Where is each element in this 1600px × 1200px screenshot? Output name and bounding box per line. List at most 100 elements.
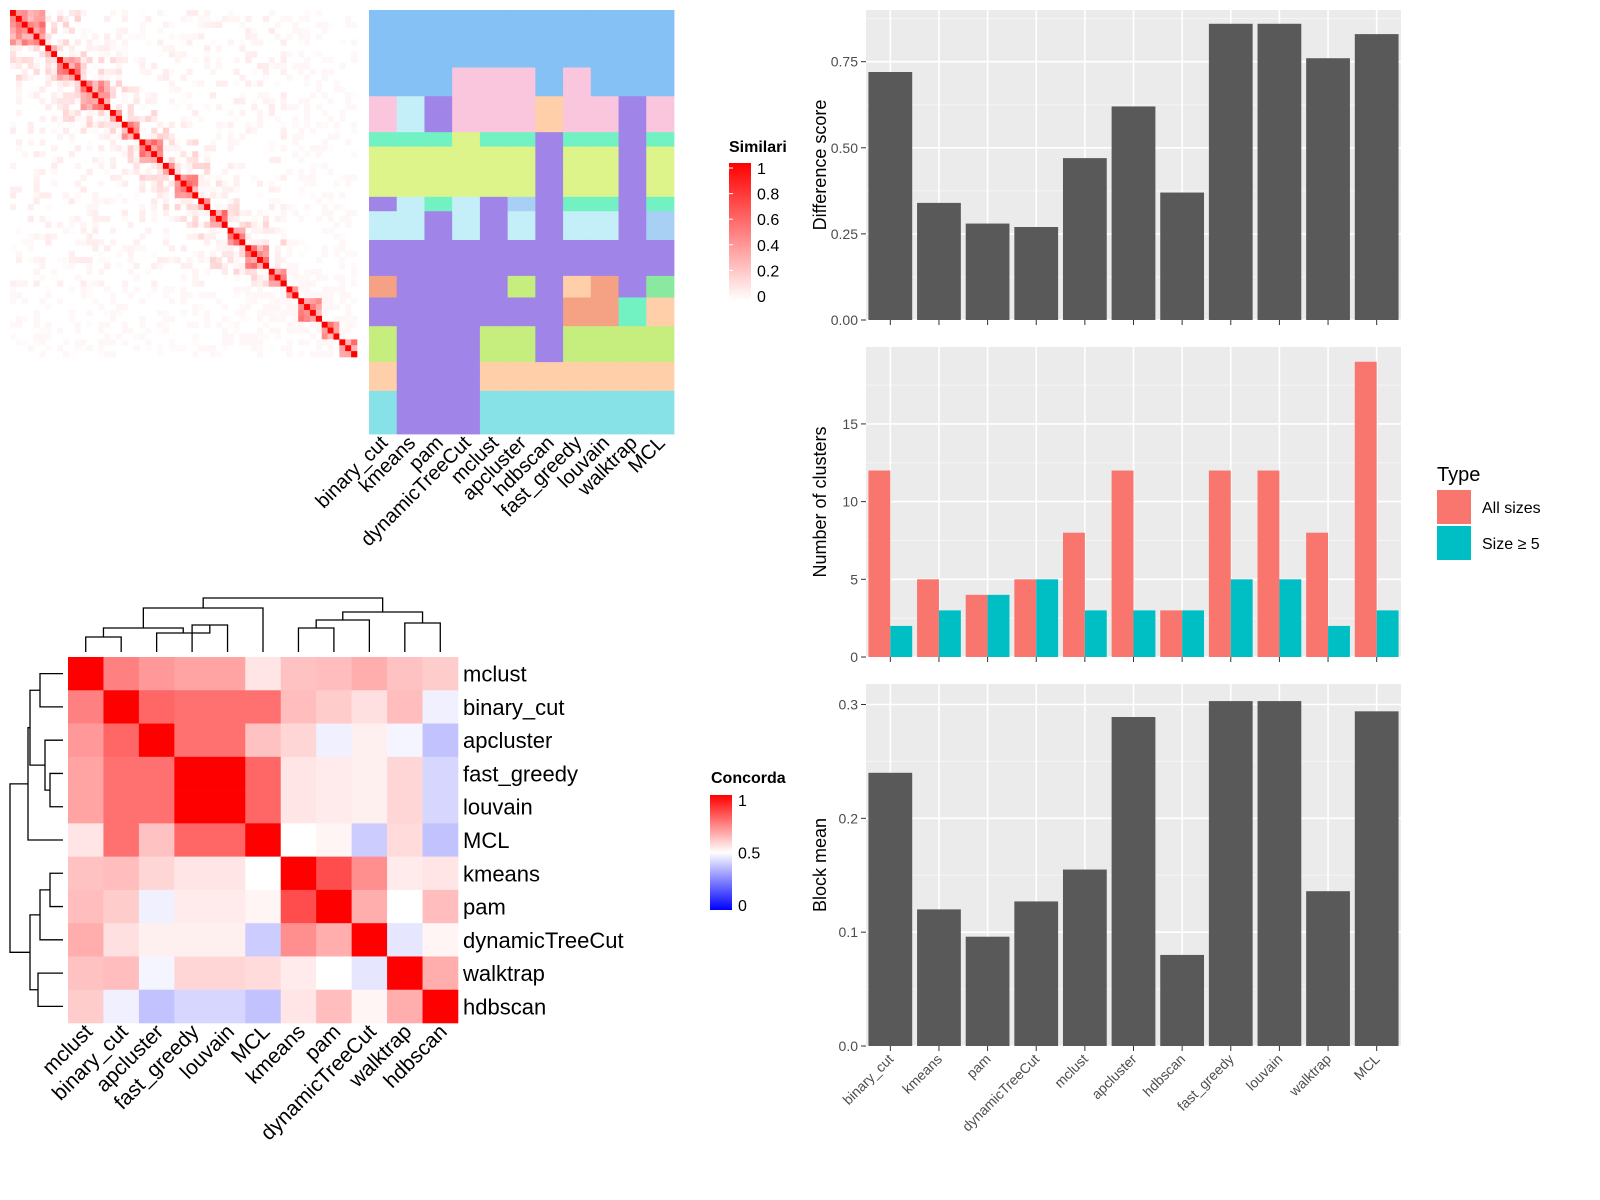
cluster-assignment-cell	[535, 362, 564, 370]
bar	[965, 223, 1010, 320]
similarity-cell	[86, 268, 93, 275]
similarity-cell	[192, 10, 199, 17]
similarity-cell	[339, 262, 346, 270]
cluster-assignment-cell	[369, 347, 398, 356]
cluster-assignment-cell	[396, 103, 425, 112]
similarity-cell	[251, 339, 258, 346]
cluster-assignment-cell	[396, 168, 425, 176]
similarity-cell	[133, 168, 140, 175]
similarity-cell	[274, 115, 281, 123]
similarity-cell	[27, 139, 34, 146]
cluster-assignment-cell	[369, 290, 398, 298]
similarity-cell	[27, 21, 34, 28]
similarity-cell	[333, 221, 340, 228]
cluster-assignment-cell	[590, 304, 619, 313]
similarity-cell	[121, 151, 128, 158]
cluster-assignment-cell	[507, 96, 536, 104]
similarity-cell	[280, 51, 287, 58]
cluster-assignment-cell	[563, 211, 592, 219]
similarity-cell	[45, 292, 52, 299]
similarity-cell	[239, 262, 246, 270]
similarity-cell	[39, 51, 46, 58]
concordance-heatmap-panel: mclustbinary_cutapclusterfast_greedylouv…	[9, 597, 826, 1145]
cluster-assignment-cell	[618, 283, 647, 291]
concordance-cell	[351, 723, 388, 758]
similarity-cell	[162, 327, 170, 334]
cluster-assignment-cell	[452, 110, 481, 119]
similarity-cell	[74, 57, 81, 64]
similarity-cell	[68, 262, 75, 270]
cluster-assignment-cell	[618, 347, 647, 356]
similarity-cell	[239, 21, 246, 28]
similarity-cell	[280, 121, 287, 128]
cluster-assignment-cell	[369, 24, 398, 32]
similarity-cell	[127, 251, 134, 258]
similarity-cell	[245, 298, 252, 305]
cluster-assignment-cell	[479, 290, 509, 298]
concordance-cell	[316, 756, 352, 791]
similarity-cell	[339, 286, 346, 293]
cluster-assignment-cell	[563, 81, 592, 90]
similarity-cell	[227, 227, 234, 234]
cluster-assignment-cell	[452, 419, 481, 428]
similarity-cell	[133, 121, 140, 128]
similarity-cell	[339, 280, 346, 287]
concordance-cell	[103, 756, 140, 791]
similarity-cell	[186, 92, 193, 99]
similarity-cell	[39, 262, 46, 270]
similarity-cell	[86, 68, 93, 75]
concordance-cell	[174, 823, 211, 857]
similarity-cell	[204, 45, 211, 52]
similarity-cell	[292, 121, 299, 128]
similarity-cell	[257, 292, 264, 299]
cluster-assignment-cell	[618, 117, 647, 126]
cluster-assignment-cell	[507, 45, 536, 54]
similarity-cell	[62, 257, 70, 264]
similarity-cell	[151, 62, 158, 70]
cluster-assignment-cell	[479, 168, 509, 176]
cluster-assignment-cell	[646, 139, 675, 147]
similarity-cell	[327, 209, 334, 217]
similarity-cell	[262, 151, 270, 158]
cluster-assignment-cell	[369, 261, 398, 270]
similarity-cell	[121, 180, 128, 187]
similarity-cell	[245, 33, 252, 40]
similarity-cell	[309, 351, 317, 358]
similarity-cell	[233, 268, 240, 275]
similarity-cell	[139, 57, 146, 64]
similarity-cell	[168, 145, 175, 152]
similarity-cell	[239, 45, 246, 52]
similarity-cell	[204, 174, 211, 181]
similarity-cell	[304, 74, 311, 81]
cluster-assignment-cell	[646, 67, 675, 76]
cluster-assignment-cell	[535, 405, 564, 413]
similarity-cell	[104, 104, 111, 111]
cluster-assignment-cell	[590, 398, 619, 406]
x-tick-label: louvain	[1243, 1051, 1286, 1094]
similarity-cell	[215, 257, 223, 264]
similarity-cell	[268, 62, 275, 70]
similarity-cell	[62, 262, 70, 270]
similarity-cell	[115, 45, 123, 52]
similarity-cell	[204, 145, 211, 152]
similarity-cell	[109, 86, 117, 93]
similarity-cell	[33, 92, 40, 99]
concordance-cell	[245, 956, 282, 991]
similarity-cell	[327, 227, 334, 234]
similarity-cell	[121, 45, 128, 52]
similarity-cell	[321, 286, 328, 293]
cluster-assignment-cell	[618, 17, 647, 25]
similarity-cell	[251, 80, 258, 87]
similarity-cell	[157, 327, 164, 334]
cluster-assignment-cell	[618, 81, 647, 90]
similarity-cell	[162, 174, 170, 181]
similarity-cell	[39, 327, 46, 334]
cluster-assignment-cell	[590, 153, 619, 162]
cluster-assignment-cell	[452, 96, 481, 104]
similarity-cell	[157, 27, 164, 34]
similarity-cell	[292, 62, 299, 70]
similarity-cell	[92, 33, 99, 40]
similarity-cell	[98, 86, 105, 93]
similarity-cell	[62, 104, 70, 111]
similarity-cell	[345, 209, 352, 217]
